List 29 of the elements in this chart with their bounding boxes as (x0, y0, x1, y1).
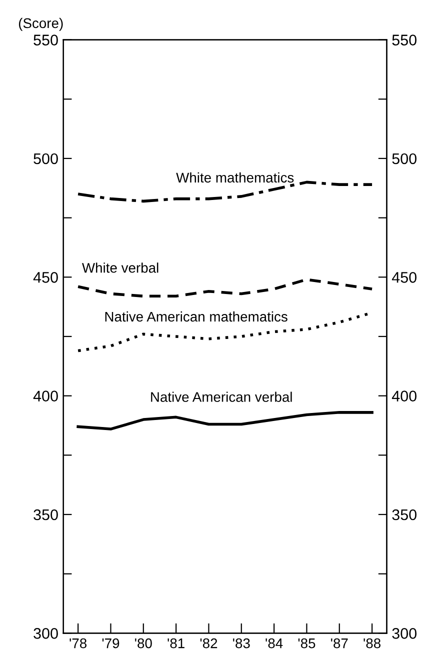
y2-tick-label: 450 (392, 272, 416, 283)
x-tick-label: '81 (168, 638, 184, 648)
line-series (76, 278, 374, 298)
x-tick-label: '88 (364, 638, 380, 648)
y-tick-label: 500 (34, 153, 58, 164)
x-tick-label: '85 (298, 638, 316, 648)
x-tick-label: '78 (70, 638, 87, 648)
y2-tick-label: 300 (392, 628, 416, 639)
series-label: Native American mathematics (105, 311, 288, 322)
y-tick-label: 350 (34, 509, 58, 520)
x-tick-label: '87 (331, 638, 348, 648)
x-tick-label: '84 (266, 638, 283, 648)
y-axis-title: (Score) (18, 18, 63, 31)
series-label: White mathematics (176, 172, 294, 183)
y-tick-label: 300 (34, 628, 58, 639)
x-tick-label: '83 (233, 638, 250, 648)
y2-tick-label: 550 (392, 34, 416, 46)
x-tick-label: '80 (135, 638, 152, 648)
y-tick-label: 400 (33, 390, 58, 402)
series-label: Native American verbal (151, 392, 292, 402)
y2-tick-label: 400 (392, 390, 416, 402)
line-series (76, 411, 374, 430)
x-tick-label: '79 (102, 638, 120, 648)
y2-tick-label: 500 (392, 153, 416, 164)
series-label: White verbal (82, 262, 158, 273)
y2-tick-label: 350 (392, 509, 416, 520)
x-tick-label: '82 (200, 638, 218, 648)
y-tick-label: 550 (34, 34, 58, 46)
y-tick-label: 450 (33, 272, 58, 283)
